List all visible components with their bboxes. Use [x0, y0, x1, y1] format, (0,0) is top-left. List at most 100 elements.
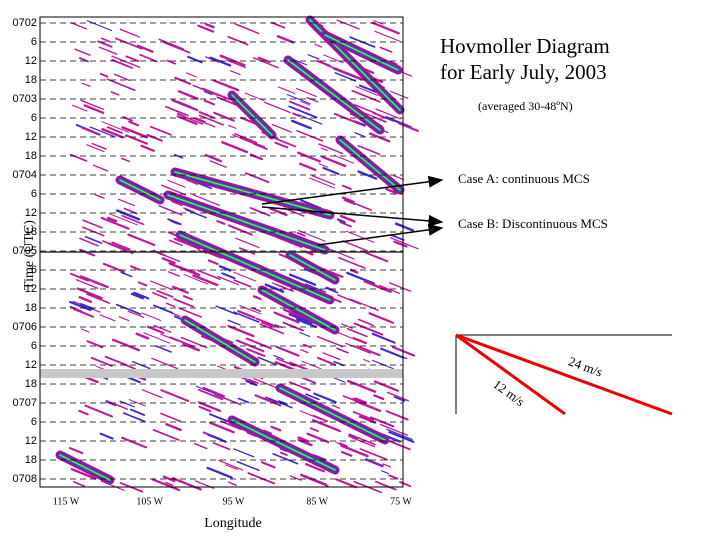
streak: [102, 262, 125, 273]
streak: [130, 265, 141, 271]
streak: [353, 104, 377, 114]
streak: [121, 126, 149, 139]
streak: [312, 414, 329, 423]
streak: [204, 23, 215, 29]
streak: [249, 207, 271, 217]
streak: [388, 431, 415, 443]
streak: [168, 239, 183, 247]
band: [324, 34, 399, 71]
y-tick-label: 0704: [13, 169, 37, 181]
streak: [160, 389, 190, 402]
streak: [273, 354, 285, 361]
streak: [302, 343, 312, 349]
streak: [219, 54, 246, 67]
streak: [357, 145, 381, 156]
streak: [358, 415, 377, 424]
streak: [246, 348, 266, 357]
streak: [118, 198, 136, 207]
streak: [363, 280, 392, 294]
title-line: for Early July, 2003: [440, 60, 607, 84]
streak: [227, 324, 255, 338]
streak: [121, 157, 130, 163]
streak: [340, 323, 353, 329]
streak: [348, 434, 359, 441]
streak: [150, 125, 172, 136]
streak: [248, 378, 259, 384]
streak: [375, 108, 401, 120]
streak: [227, 319, 241, 326]
streak: [368, 312, 395, 324]
streak: [165, 481, 174, 487]
streak: [165, 302, 176, 308]
streak: [385, 410, 409, 421]
streak: [99, 72, 109, 78]
streak: [244, 172, 270, 184]
streak: [113, 73, 131, 82]
streak: [171, 312, 181, 318]
streak: [106, 126, 123, 134]
streak: [382, 463, 391, 468]
streak: [341, 196, 355, 204]
y-tick-label: 0706: [13, 321, 37, 333]
streak: [118, 316, 130, 322]
streak: [314, 43, 323, 48]
streak: [101, 121, 130, 133]
x-tick-label: 105 W: [136, 496, 163, 507]
streak: [166, 59, 177, 65]
streak: [221, 272, 236, 280]
streak: [119, 400, 135, 408]
streak: [129, 408, 146, 416]
streak: [161, 257, 176, 265]
streak: [352, 336, 368, 345]
streak: [98, 46, 118, 55]
streak: [209, 56, 232, 67]
band: [261, 289, 336, 331]
y-tick-label: 12: [25, 207, 37, 219]
streak: [203, 90, 213, 96]
streak: [81, 82, 91, 87]
streak: [161, 253, 181, 263]
y-axis-label: Time (UTC): [22, 220, 37, 290]
y-tick-label: 12: [25, 55, 37, 67]
x-axis-label: Longitude: [204, 516, 262, 531]
streak: [385, 439, 411, 451]
streak: [146, 133, 163, 142]
streak: [218, 459, 244, 471]
streak: [282, 321, 304, 332]
band: [174, 171, 331, 216]
streak: [341, 240, 369, 252]
streak: [195, 117, 206, 123]
streak: [337, 294, 362, 305]
streak: [122, 412, 146, 423]
streak: [99, 432, 114, 440]
subtitle: (averaged 30-48ºN): [478, 99, 573, 113]
streak: [152, 292, 168, 300]
streak: [263, 429, 273, 435]
annotation: Case A: continuous MCS: [458, 171, 590, 186]
streak: [296, 151, 321, 163]
streak: [75, 279, 99, 289]
streak: [302, 386, 311, 392]
streak: [136, 44, 154, 53]
streak: [336, 347, 349, 354]
streak: [276, 35, 295, 44]
streak: [357, 318, 374, 327]
y-tick-label: 18: [25, 454, 37, 466]
streak: [152, 429, 180, 441]
plot-frame: [39, 16, 404, 488]
streak: [389, 282, 412, 292]
streak: [86, 293, 111, 304]
streak: [197, 401, 222, 412]
streak: [304, 463, 326, 473]
streak: [227, 224, 253, 236]
streak: [233, 448, 255, 458]
streak: [70, 22, 88, 30]
streak: [339, 221, 352, 228]
streak: [393, 175, 405, 181]
streak: [90, 356, 113, 367]
streak: [334, 72, 357, 82]
streak: [274, 141, 289, 149]
streak: [73, 481, 86, 487]
streak: [288, 313, 313, 325]
streak: [80, 328, 90, 333]
